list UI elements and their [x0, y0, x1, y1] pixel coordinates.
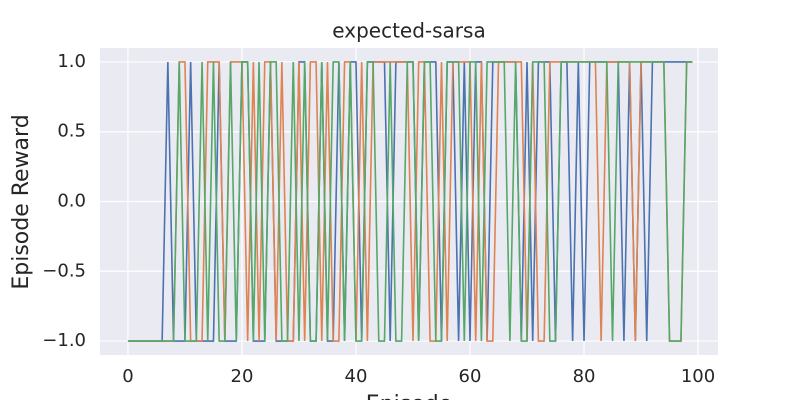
series-line	[127, 61, 693, 342]
series-line	[127, 61, 693, 342]
x-tick-label: 20	[231, 366, 254, 387]
x-tick-label: 80	[573, 366, 596, 387]
x-tick-label: 100	[681, 366, 715, 387]
y-tick-label: −1.0	[42, 330, 86, 351]
y-axis-label: Episode Reward	[9, 114, 34, 289]
y-tick-label: 1.0	[57, 51, 86, 72]
x-axis-label: Episode	[366, 392, 452, 400]
x-tick-label: 0	[122, 366, 133, 387]
y-tick-label: 0.5	[57, 121, 86, 142]
chart-title: expected-sarsa	[332, 19, 485, 43]
x-tick-label: 60	[459, 366, 482, 387]
y-tick-label: 0.0	[57, 191, 86, 212]
y-tick-label: −0.5	[42, 260, 86, 281]
x-tick-label: 40	[345, 366, 368, 387]
